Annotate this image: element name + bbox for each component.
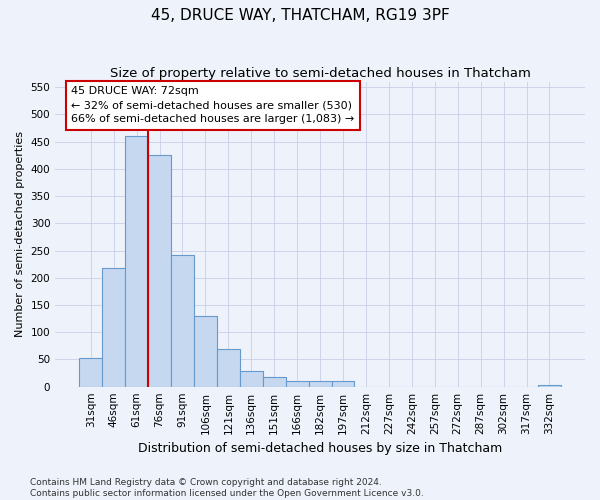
Bar: [125, 136, 148, 386]
Bar: [286, 381, 308, 386]
Bar: [263, 377, 286, 386]
Bar: [148, 155, 171, 386]
Bar: [217, 348, 240, 387]
X-axis label: Distribution of semi-detached houses by size in Thatcham: Distribution of semi-detached houses by …: [138, 442, 502, 455]
Text: 45 DRUCE WAY: 72sqm
← 32% of semi-detached houses are smaller (530)
66% of semi-: 45 DRUCE WAY: 72sqm ← 32% of semi-detach…: [71, 86, 355, 124]
Bar: [79, 358, 102, 386]
Text: Contains HM Land Registry data © Crown copyright and database right 2024.
Contai: Contains HM Land Registry data © Crown c…: [30, 478, 424, 498]
Title: Size of property relative to semi-detached houses in Thatcham: Size of property relative to semi-detach…: [110, 68, 530, 80]
Text: 45, DRUCE WAY, THATCHAM, RG19 3PF: 45, DRUCE WAY, THATCHAM, RG19 3PF: [151, 8, 449, 22]
Bar: [308, 381, 332, 386]
Bar: [240, 371, 263, 386]
Bar: [102, 268, 125, 386]
Bar: [538, 384, 561, 386]
Bar: [332, 381, 355, 386]
Y-axis label: Number of semi-detached properties: Number of semi-detached properties: [15, 131, 25, 337]
Bar: [194, 316, 217, 386]
Bar: [171, 255, 194, 386]
